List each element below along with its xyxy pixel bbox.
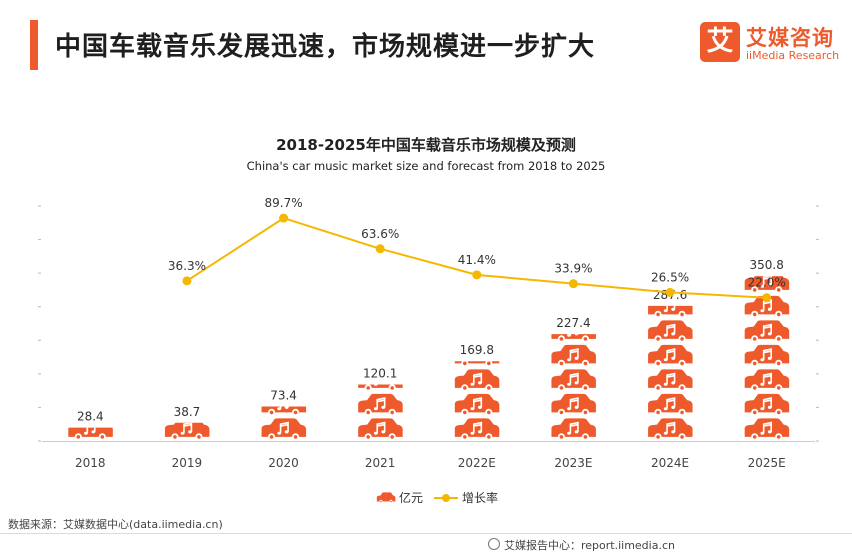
- legend-bar-icon: [376, 492, 396, 504]
- x-tick-label: 2019: [172, 456, 203, 470]
- car-icon: [454, 418, 500, 441]
- car-icon: [261, 406, 307, 417]
- car-icon: [648, 320, 693, 343]
- x-tick-label: 2024E: [651, 456, 689, 470]
- bar-value-label: 350.8: [750, 258, 784, 272]
- car-icon: [454, 369, 500, 392]
- logo-chinese-name: 艾媒咨询: [746, 26, 834, 50]
- growth-rate-label: 36.3%: [168, 259, 206, 273]
- car-icon: [261, 418, 307, 441]
- car-icon: [164, 422, 210, 441]
- iimedia-logo[interactable]: 艾 艾媒咨询 iiMedia Research: [700, 22, 840, 66]
- car-icon: [744, 369, 790, 392]
- car-icon: [68, 427, 113, 441]
- report-center-link[interactable]: 艾媒报告中心：report.iimedia.cn: [488, 537, 675, 553]
- bar-value-label: 28.4: [77, 410, 104, 424]
- bar-2021: [358, 384, 403, 441]
- growth-rate-label: 89.7%: [265, 196, 303, 210]
- bar-value-label: 169.8: [460, 343, 494, 357]
- car-icon: [358, 393, 403, 417]
- bar-value-label: 227.4: [556, 316, 590, 330]
- car-icon: [744, 276, 790, 294]
- chart-title: 2018-2025年中国车载音乐市场规模及预测: [276, 136, 576, 154]
- growth-rate-label: 33.9%: [554, 262, 592, 276]
- car-icon: [454, 393, 500, 417]
- footer-divider: [0, 533, 852, 534]
- bar-value-label: 73.4: [270, 389, 297, 403]
- x-tick-label: 2022E: [458, 456, 496, 470]
- car-icon: [551, 393, 596, 417]
- bar-2025E: [744, 276, 790, 441]
- legend-line-point: [442, 494, 450, 502]
- legend-bar-label: 亿元: [399, 490, 423, 505]
- growth-rate-point: [568, 279, 578, 289]
- growth-rate-point: [182, 276, 192, 286]
- bar-value-label: 120.1: [363, 367, 397, 381]
- car-icon: [744, 344, 790, 368]
- bar-2024E: [648, 305, 693, 441]
- growth-rate-label: 41.4%: [458, 253, 496, 267]
- car-icon: [648, 344, 693, 368]
- growth-rate-label: 26.5%: [651, 270, 689, 284]
- car-icon: [648, 369, 693, 392]
- bar-2023E: [551, 334, 596, 441]
- logo-mark: 艾: [700, 22, 740, 62]
- car-icon: [744, 418, 790, 441]
- x-tick-label: 2021: [365, 456, 396, 470]
- growth-rate-point: [665, 287, 675, 297]
- growth-rate-label: 22.0%: [748, 276, 786, 290]
- car-icon: [358, 384, 403, 392]
- growth-rate-label: 63.6%: [361, 227, 399, 241]
- bar-2020: [261, 406, 307, 441]
- x-tick-label: 2023E: [554, 456, 592, 470]
- x-tick-label: 2020: [268, 456, 299, 470]
- logo-english-name: iiMedia Research: [746, 49, 840, 62]
- car-icon: [551, 418, 596, 441]
- x-tick-label: 2018: [75, 456, 106, 470]
- x-tick-label: 2025E: [748, 456, 786, 470]
- car-icon: [551, 344, 596, 368]
- bar-value-label: 38.7: [174, 405, 201, 419]
- title-accent-bar: [30, 20, 38, 70]
- chart-subtitle: China's car music market size and foreca…: [246, 159, 606, 173]
- legend-line-label: 增长率: [462, 490, 498, 505]
- growth-rate-point: [279, 213, 289, 223]
- car-icon: [648, 305, 693, 319]
- car-icon: [648, 418, 693, 441]
- car-icon: [454, 361, 500, 368]
- car-icon: [551, 369, 596, 392]
- bar-2018: [68, 427, 113, 441]
- report-center-text: 艾媒报告中心：report.iimedia.cn: [504, 539, 675, 552]
- bar-2019: [164, 422, 210, 441]
- car-icon: [744, 320, 790, 343]
- growth-rate-point: [762, 293, 772, 303]
- car-icon: [744, 393, 790, 417]
- growth-rate-point: [472, 270, 482, 280]
- growth-rate-point: [375, 244, 385, 254]
- car-icon: [551, 334, 596, 343]
- car-icon: [648, 393, 693, 417]
- car-icon: [744, 295, 790, 319]
- car-icon: [358, 418, 403, 441]
- page-title: 中国车载音乐发展迅速，市场规模进一步扩大: [55, 32, 596, 62]
- report-icon: [488, 538, 500, 550]
- data-source-note: 数据来源：艾媒数据中心(data.iimedia.cn): [8, 518, 223, 531]
- bar-2022E: [454, 361, 500, 441]
